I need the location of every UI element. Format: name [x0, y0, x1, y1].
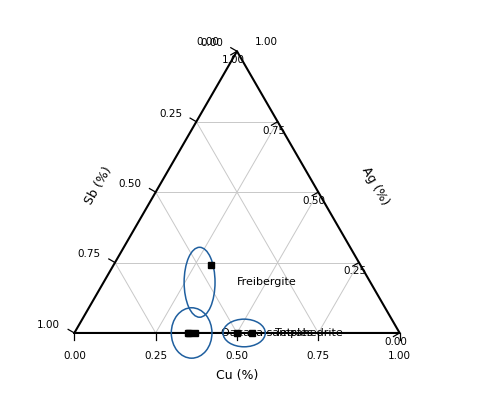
Text: Sb (%): Sb (%) — [82, 164, 115, 207]
Text: 0.75: 0.75 — [78, 249, 101, 259]
Text: Freibergite: Freibergite — [237, 277, 296, 287]
Text: 0.75: 0.75 — [306, 351, 330, 361]
Text: Oaxaca samples: Oaxaca samples — [221, 328, 313, 338]
Text: 0.00: 0.00 — [63, 351, 86, 361]
Text: 0.00: 0.00 — [200, 38, 223, 48]
Text: 1.00: 1.00 — [388, 351, 411, 361]
Text: Cu (%): Cu (%) — [216, 369, 258, 382]
Text: 0.25: 0.25 — [344, 267, 366, 276]
Text: Tetrahedrite: Tetrahedrite — [275, 328, 343, 338]
Text: 0.50: 0.50 — [118, 179, 142, 189]
Text: 0.50: 0.50 — [226, 351, 248, 361]
Text: 0.75: 0.75 — [262, 126, 285, 136]
Text: 0.25: 0.25 — [144, 351, 167, 361]
Text: Ag (%): Ag (%) — [359, 164, 392, 207]
Text: 1.00: 1.00 — [222, 55, 244, 65]
Text: 0.50: 0.50 — [303, 196, 326, 206]
Text: 1.00: 1.00 — [255, 37, 278, 47]
Text: 0.00: 0.00 — [384, 337, 407, 347]
Text: 0.00: 0.00 — [196, 37, 219, 47]
Text: 1.00: 1.00 — [38, 320, 60, 330]
Text: 0.25: 0.25 — [159, 109, 182, 118]
